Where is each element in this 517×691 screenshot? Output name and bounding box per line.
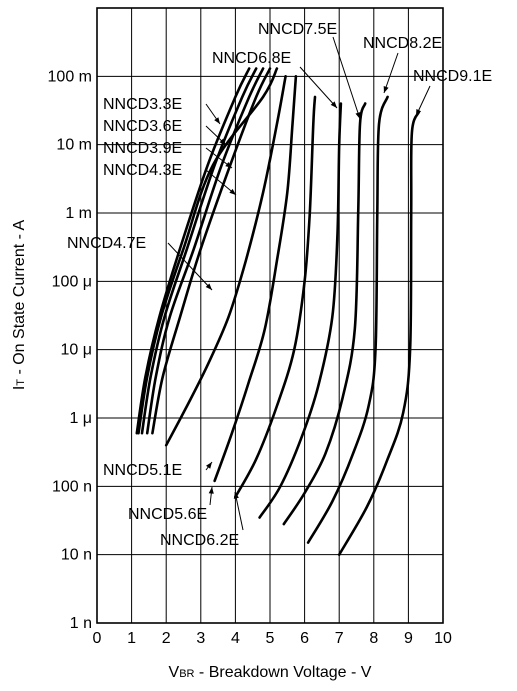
leader-arrowhead <box>383 86 389 93</box>
y-tick-label: 10 μ <box>61 342 92 359</box>
leader-arrowhead <box>208 487 214 494</box>
x-tick-label: 4 <box>231 630 240 647</box>
y-axis-title-main: I <box>11 386 28 390</box>
series-line-nncd3-6e <box>140 67 258 435</box>
series-label: NNCD9.1E <box>413 68 492 85</box>
y-tick-label: 10 m <box>56 137 92 154</box>
x-axis-title-subscript: BR <box>179 668 194 680</box>
series-label: NNCD4.7E <box>67 235 146 252</box>
plot-frame <box>96 7 444 624</box>
series-label: NNCD8.2E <box>363 35 442 52</box>
series-label: NNCD4.3E <box>103 162 182 179</box>
y-axis-title-subscript: T <box>15 379 27 386</box>
leader-arrowhead <box>355 112 361 119</box>
series-labels: NNCD3.3E NNCD3.6E NNCD3.9E NNCD4.3E NNCD4.7E… <box>67 21 492 549</box>
leader-arrowhead <box>330 101 337 108</box>
leader-line <box>332 36 361 120</box>
series-line-nncd4-3e <box>151 67 272 435</box>
leader-line <box>383 52 399 94</box>
y-tick-label: 100 m <box>48 68 92 85</box>
leader-arrowhead <box>205 283 212 290</box>
leader-arrowhead <box>214 117 220 124</box>
series-line-nncd8-2e <box>306 95 389 544</box>
x-tick-label: 3 <box>196 630 205 647</box>
series-line-nncd5-6e <box>213 75 298 483</box>
x-tick-label: 5 <box>266 630 275 647</box>
y-tick-label: 100 μ <box>52 273 92 290</box>
leader-arrowhead <box>229 188 236 195</box>
x-axis-title-rest: - Breakdown Voltage - V <box>194 664 371 681</box>
x-tick-label: 7 <box>335 630 344 647</box>
x-tick-label: 0 <box>93 630 102 647</box>
leader-arrowhead <box>416 109 422 116</box>
leader-line <box>167 242 213 291</box>
leader-line <box>205 169 237 196</box>
tick-labels: 0 1 2 3 4 5 6 7 8 9 10 1 n 10 n 100 n 1 μ 10 μ 100 μ 1 m 1… <box>48 68 452 647</box>
y-tick-label: 1 n <box>70 615 92 632</box>
x-tick-label: 2 <box>162 630 171 647</box>
y-tick-label: 10 n <box>61 547 92 564</box>
series-label: NNCD6.8E <box>212 50 291 67</box>
x-tick-label: 9 <box>404 630 413 647</box>
series-label: NNCD5.1E <box>103 462 182 479</box>
series-label: NNCD3.9E <box>103 140 182 157</box>
y-tick-label: 1 μ <box>69 410 92 427</box>
series-line-nncd4-7e <box>137 67 279 435</box>
series-label: NNCD5.6E <box>128 506 207 523</box>
x-axis-title-main: V <box>169 664 180 681</box>
leader-arrowhead <box>206 462 212 469</box>
y-tick-label: 1 m <box>65 205 92 222</box>
y-axis-title: IT - On State Current - A <box>11 219 28 390</box>
curves <box>135 67 421 556</box>
series-line-nncd3-9e <box>145 67 265 435</box>
series-line-nncd7-5e <box>282 102 367 526</box>
series-line-nncd5-1e <box>164 75 287 447</box>
series-line-nncd6-2e <box>234 95 317 499</box>
series-label: NNCD3.3E <box>103 96 182 113</box>
leader-line <box>299 66 338 109</box>
series-label: NNCD6.2E <box>160 532 239 549</box>
x-tick-label: 8 <box>369 630 378 647</box>
x-axis-title: VBR - Breakdown Voltage - V <box>169 664 372 681</box>
y-axis-title-rest: - On State Current - A <box>11 219 28 379</box>
series-line-nncd3-3e <box>135 67 251 435</box>
leader-arrowhead <box>225 162 232 168</box>
x-tick-label: 6 <box>300 630 309 647</box>
x-tick-label: 1 <box>127 630 136 647</box>
series-label: NNCD7.5E <box>258 21 337 38</box>
leader-arrowhead <box>233 492 239 499</box>
series-label: NNCD3.6E <box>103 118 182 135</box>
leader-arrowhead <box>219 138 226 145</box>
y-tick-label: 100 n <box>52 478 92 495</box>
x-tick-label: 10 <box>434 630 452 647</box>
series-line-nncd9-1e <box>337 110 421 556</box>
series-line-nncd6-8e <box>258 102 343 519</box>
